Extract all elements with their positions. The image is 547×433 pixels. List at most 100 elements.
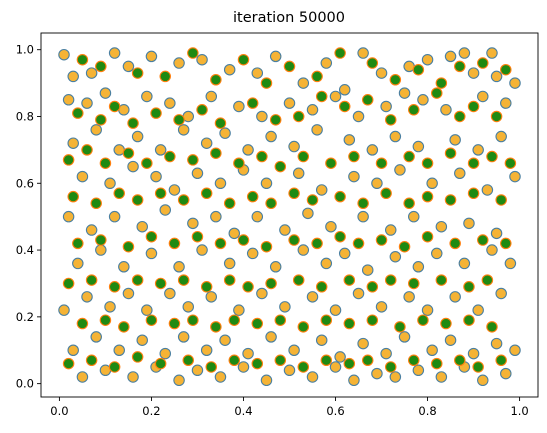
- orange-point: [477, 374, 489, 387]
- orange-point: [320, 57, 333, 69]
- orange-point: [145, 50, 158, 63]
- green-point: [421, 230, 434, 243]
- orange-point: [233, 100, 245, 113]
- orange-point: [315, 334, 328, 346]
- green-point: [334, 190, 346, 203]
- orange-point: [509, 170, 521, 183]
- orange-point: [297, 244, 310, 256]
- orange-point: [81, 291, 93, 303]
- green-point: [131, 194, 144, 206]
- green-point: [168, 317, 181, 330]
- orange-point: [357, 210, 369, 223]
- orange-point: [421, 53, 434, 66]
- green-point: [403, 197, 415, 210]
- green-point: [384, 274, 397, 286]
- plot-frame: [40, 32, 539, 398]
- green-point: [265, 277, 277, 290]
- orange-point: [145, 247, 158, 260]
- green-point: [463, 281, 475, 293]
- orange-point: [389, 371, 402, 383]
- orange-point: [472, 304, 484, 316]
- orange-point: [297, 77, 310, 89]
- green-point: [421, 190, 434, 203]
- green-point: [154, 357, 167, 370]
- orange-point: [246, 247, 259, 260]
- orange-point: [90, 331, 102, 343]
- y-tick-label: 1.0: [16, 43, 34, 57]
- green-point: [81, 144, 93, 156]
- green-point: [108, 100, 121, 113]
- green-point: [361, 94, 374, 106]
- green-point: [237, 234, 250, 246]
- orange-point: [352, 110, 365, 123]
- orange-point: [472, 144, 484, 156]
- orange-point: [467, 347, 480, 360]
- green-point: [348, 150, 360, 163]
- green-point: [325, 157, 337, 169]
- green-point: [320, 354, 333, 367]
- green-point: [159, 70, 172, 83]
- orange-point: [389, 130, 402, 143]
- orange-point: [159, 347, 172, 360]
- orange-point: [444, 334, 457, 346]
- orange-point: [260, 374, 273, 387]
- green-point: [108, 361, 121, 373]
- orange-point: [292, 167, 305, 180]
- orange-point: [463, 217, 475, 230]
- orange-point: [357, 47, 369, 59]
- orange-point: [76, 371, 89, 383]
- green-point: [297, 361, 310, 373]
- orange-point: [449, 134, 461, 146]
- orange-point: [407, 210, 420, 223]
- green-point: [246, 190, 259, 203]
- green-point: [467, 187, 480, 200]
- orange-point: [394, 164, 406, 176]
- green-point: [95, 114, 107, 126]
- orange-point: [440, 104, 452, 116]
- orange-point: [375, 67, 388, 79]
- green-point: [421, 157, 434, 169]
- orange-point: [279, 224, 291, 236]
- orange-point: [302, 207, 314, 220]
- orange-point: [233, 304, 245, 316]
- orange-point: [306, 104, 319, 116]
- green-point: [407, 277, 420, 290]
- orange-point: [205, 90, 218, 103]
- orange-point: [458, 257, 471, 270]
- orange-point: [81, 97, 93, 109]
- orange-point: [214, 177, 227, 190]
- green-point: [246, 97, 259, 109]
- green-point: [343, 274, 356, 286]
- green-point: [76, 317, 89, 330]
- green-point: [454, 60, 466, 73]
- orange-point: [380, 100, 392, 113]
- green-point: [288, 234, 300, 246]
- green-point: [334, 230, 346, 243]
- orange-point: [495, 130, 507, 143]
- orange-point: [311, 124, 323, 136]
- green-point: [191, 230, 204, 243]
- green-point: [223, 274, 236, 286]
- green-point: [504, 157, 517, 169]
- orange-point: [454, 167, 466, 180]
- green-point: [338, 100, 351, 113]
- green-point: [127, 117, 139, 129]
- green-point: [67, 190, 79, 203]
- green-point: [141, 157, 153, 169]
- orange-point: [219, 127, 231, 139]
- orange-point: [104, 177, 116, 190]
- green-point: [95, 60, 107, 73]
- green-point: [62, 357, 75, 370]
- green-point: [251, 317, 264, 330]
- orange-point: [357, 337, 369, 350]
- orange-point: [67, 344, 79, 356]
- y-tick-label: 0.0: [16, 377, 34, 391]
- orange-point: [269, 261, 282, 273]
- green-point: [72, 107, 84, 119]
- green-point: [95, 234, 107, 246]
- orange-point: [177, 124, 190, 136]
- orange-point: [214, 371, 227, 383]
- green-point: [495, 354, 507, 367]
- orange-point: [256, 110, 268, 123]
- green-point: [237, 53, 250, 66]
